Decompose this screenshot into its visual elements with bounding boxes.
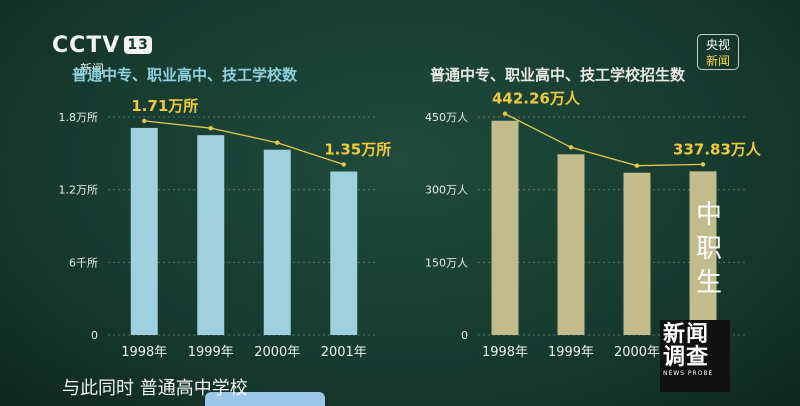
vertical-caption: 中 职 生 (694, 198, 724, 300)
left-bar-1998年 (130, 127, 158, 336)
right-y-tick-label: 0 (461, 329, 468, 342)
left-bar-2001年 (330, 171, 358, 335)
left-trend-point-2000年 (275, 140, 280, 145)
corner-logo-line2: 新闻 (705, 54, 730, 68)
vertical-char-3: 生 (695, 268, 722, 298)
right-bar-2001年 (689, 171, 717, 335)
channel-badge: 13 (124, 36, 152, 54)
left-y-tick-label: 6千所 (69, 256, 98, 269)
left-y-tick-label: 1.8万所 (59, 111, 99, 124)
subtitle-caption: 与此同时 普通高中学校 (62, 378, 248, 399)
right-x-tick-label: 1999年 (548, 345, 594, 360)
left-data-label: 1.71万所 (131, 97, 198, 115)
cctv-logo: CCTV 13 (52, 33, 152, 58)
right-trend-point-1999年 (568, 145, 574, 150)
right-y-tick-label: 150万人 (425, 256, 468, 269)
right-chart-title: 普通中专、职业高中、技工学校招生数 (430, 66, 686, 84)
right-y-tick-label: 450万人 (425, 111, 468, 124)
left-bar-2000年 (263, 149, 291, 335)
logo-subtext: 新闻 (80, 62, 105, 76)
left-x-tick-label: 1999年 (188, 345, 234, 360)
right-bar-2000年 (623, 172, 651, 335)
right-y-tick-label: 300万人 (425, 184, 468, 197)
left-trend-point-2001年 (341, 162, 346, 167)
left-trend-line (144, 120, 344, 166)
left-trend-point-1999年 (208, 125, 213, 131)
right-trend-point-2000年 (634, 163, 640, 168)
right-x-tick-label: 2000年 (614, 345, 660, 360)
left-x-tick-label: 2001年 (321, 345, 367, 360)
right-trend-point-1998年 (502, 111, 508, 116)
corner-logo: 央视 新闻 (697, 34, 739, 70)
left-y-tick-label: 1.2万所 (59, 184, 99, 197)
left-bar-1999年 (197, 135, 225, 335)
right-bar-1999年 (557, 154, 585, 335)
right-data-label: 337.83万人 (673, 140, 762, 158)
right-data-label: 442.26万人 (492, 90, 581, 108)
right-trend-line (504, 113, 704, 167)
program-logo-line2: 调查 (663, 344, 710, 370)
program-logo-line1: 新闻 (663, 321, 710, 347)
vertical-char-2: 职 (695, 234, 722, 264)
program-logo-en: NEWS PROBE (663, 370, 714, 377)
vertical-char-1: 中 (695, 200, 722, 230)
foreground-shape (205, 392, 325, 406)
right-trend-point-2001年 (700, 162, 706, 167)
left-chart-title: 普通中专、职业高中、技工学校数 (72, 66, 298, 84)
left-x-tick-label: 1998年 (121, 345, 167, 360)
left-x-tick-label: 2000年 (254, 345, 300, 360)
left-y-tick-label: 0 (91, 329, 98, 342)
program-logo: 新闻 调查 NEWS PROBE (660, 320, 730, 392)
corner-logo-line1: 央视 (705, 38, 730, 52)
right-bar-1998年 (491, 120, 519, 335)
right-x-tick-label: 1998年 (482, 345, 528, 360)
left-data-label: 1.35万所 (324, 141, 391, 159)
left-trend-point-1998年 (142, 118, 147, 124)
